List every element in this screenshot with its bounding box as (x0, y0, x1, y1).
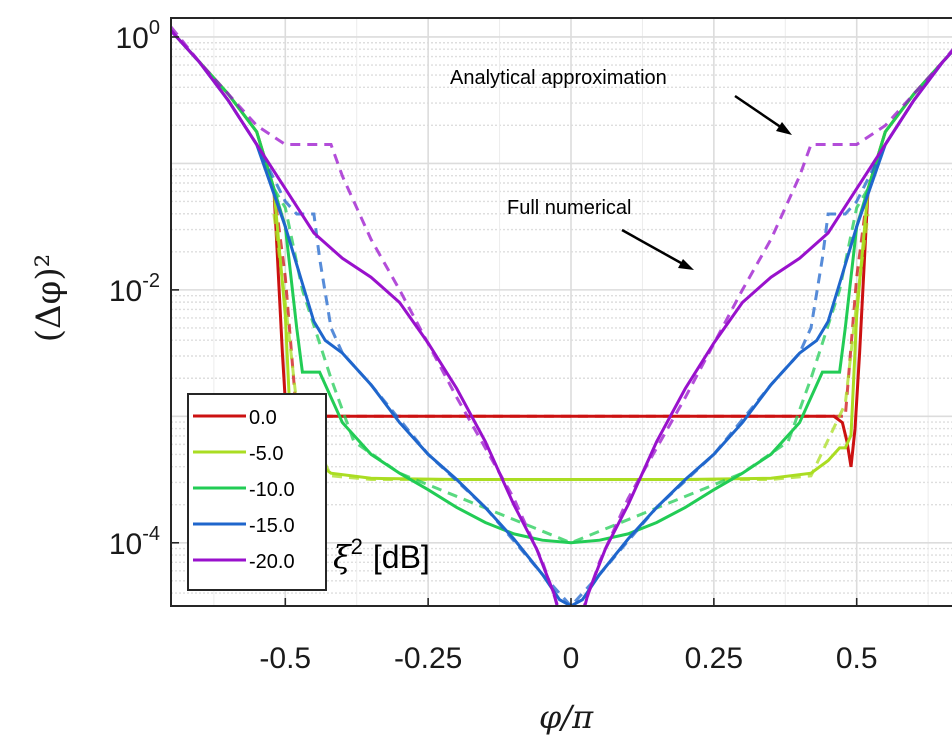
annotation-numerical-arrow (621, 228, 691, 270)
series-dashed-m10p0 (272, 187, 870, 545)
legend: 0.0 -5.0 -10.0 -15.0 -20.0 (187, 393, 327, 591)
annotation-numerical-arrowhead (678, 259, 694, 270)
y-tick-exponent: 0 (149, 17, 160, 39)
y-tick-base: 10 (109, 528, 142, 561)
legend-label: -5.0 (249, 443, 283, 465)
y-tick-label: 100 (116, 17, 161, 55)
y-tick-exponent: -2 (142, 270, 160, 292)
annotation-analytical-arrowhead (776, 122, 792, 135)
series-layer (171, 25, 952, 606)
x-tick-labels: -0.5 -0.25 0 0.25 0.5 (259, 598, 878, 675)
annotation-analytical: Analytical approximation (450, 67, 667, 89)
series-solid-0p0 (171, 29, 952, 468)
legend-label: -15.0 (249, 515, 295, 537)
x-tick-label: 0.5 (836, 642, 878, 675)
series-solid-m15p0 (171, 29, 952, 606)
series-solid-m10p0 (171, 29, 952, 545)
y-tick-base: 10 (109, 275, 142, 308)
legend-label: -10.0 (249, 479, 295, 501)
series-dashed-m20p0 (171, 25, 952, 606)
series-dashed-0p0 (272, 188, 870, 418)
y-tick-label: 10-2 (109, 270, 160, 308)
legend-entries: 0.0 -5.0 -10.0 -15.0 -20.0 (193, 407, 295, 573)
legend-title: ξ2 [dB] (333, 534, 430, 576)
annotation-analytical-arrow (734, 94, 789, 134)
legend-label: -20.0 (249, 551, 295, 573)
annotation-numerical: Full numerical (507, 197, 631, 219)
series-solid-m5p0 (171, 29, 952, 481)
y-tick-label: 10-4 (109, 523, 160, 561)
x-axis-label: φ/π (539, 698, 594, 736)
y-axis-label: (Δφ)² (29, 254, 69, 343)
y-tick-base: 10 (116, 22, 149, 55)
x-tick-label: -0.25 (394, 642, 462, 675)
legend-label: 0.0 (249, 407, 277, 429)
x-tick-label: -0.5 (259, 642, 311, 675)
series-dashed-m15p0 (171, 29, 952, 606)
y-tick-exponent: -4 (142, 523, 160, 545)
legend-box (187, 393, 327, 591)
legend-title-unit: [dB] (373, 539, 430, 575)
x-tick-label: 0 (563, 642, 580, 675)
legend-title-exp: 2 (351, 534, 363, 559)
legend-title-symbol: ξ (333, 538, 352, 576)
x-tick-label: 0.25 (685, 642, 743, 675)
series-solid-m20p0 (171, 29, 952, 606)
